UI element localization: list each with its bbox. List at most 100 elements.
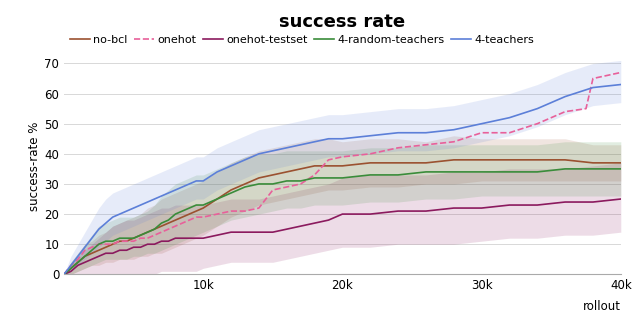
Line: 4-teachers: 4-teachers (64, 85, 621, 274)
4-teachers (81, 245, 89, 249)
onehot (186, 218, 193, 222)
onehot-testset (102, 251, 109, 255)
4-teachers (137, 203, 145, 207)
onehot (241, 209, 249, 213)
4-teachers (394, 131, 402, 135)
4-teachers (617, 83, 625, 86)
onehot-testset (193, 236, 200, 240)
4-random-teachers (450, 170, 458, 174)
4-random-teachers (88, 248, 96, 252)
Line: 4-random-teachers: 4-random-teachers (64, 169, 621, 274)
onehot (582, 107, 590, 111)
onehot (116, 239, 124, 243)
no-bcl (88, 251, 96, 255)
onehot (172, 224, 179, 228)
4-random-teachers (123, 236, 131, 240)
4-random-teachers (394, 173, 402, 177)
onehot-testset (172, 236, 179, 240)
4-random-teachers (95, 242, 102, 246)
onehot-testset (366, 212, 374, 216)
no-bcl (179, 215, 186, 219)
4-teachers (213, 170, 221, 174)
no-bcl (506, 158, 513, 162)
4-random-teachers (116, 236, 124, 240)
onehot-testset (450, 206, 458, 210)
onehot (143, 236, 151, 240)
onehot (394, 146, 402, 150)
4-random-teachers (157, 221, 165, 225)
onehot-testset (227, 230, 235, 234)
no-bcl (269, 173, 276, 177)
onehot-testset (311, 221, 319, 225)
onehot-testset (297, 224, 305, 228)
onehot-testset (157, 239, 165, 243)
4-teachers (269, 149, 276, 153)
onehot-testset (150, 242, 158, 246)
4-teachers (193, 179, 200, 183)
no-bcl (74, 260, 82, 264)
no-bcl (213, 197, 221, 201)
no-bcl (311, 164, 319, 168)
onehot-testset (186, 236, 193, 240)
no-bcl (60, 272, 68, 276)
4-random-teachers (137, 233, 145, 237)
no-bcl (116, 239, 124, 243)
onehot (193, 215, 200, 219)
4-random-teachers (143, 230, 151, 234)
onehot-testset (255, 230, 263, 234)
onehot (339, 155, 346, 159)
4-random-teachers (172, 212, 179, 216)
onehot (157, 230, 165, 234)
no-bcl (150, 227, 158, 231)
onehot (81, 248, 89, 252)
4-random-teachers (150, 227, 158, 231)
4-teachers (339, 137, 346, 141)
onehot (255, 206, 263, 210)
no-bcl (227, 188, 235, 192)
Line: onehot: onehot (64, 72, 621, 274)
4-random-teachers (506, 170, 513, 174)
onehot (88, 245, 96, 249)
onehot (603, 74, 611, 78)
onehot (213, 212, 221, 216)
onehot-testset (269, 230, 276, 234)
onehot (60, 272, 68, 276)
onehot (534, 122, 541, 126)
onehot-testset (143, 242, 151, 246)
4-random-teachers (179, 209, 186, 213)
no-bcl (164, 221, 172, 225)
no-bcl (241, 182, 249, 186)
onehot-testset (74, 263, 82, 267)
onehot-testset (241, 230, 249, 234)
no-bcl (172, 218, 179, 222)
4-teachers (60, 272, 68, 276)
4-teachers (179, 185, 186, 189)
Title: success rate: success rate (279, 13, 406, 31)
no-bcl (561, 158, 569, 162)
onehot-testset (109, 251, 116, 255)
no-bcl (95, 248, 102, 252)
4-random-teachers (269, 182, 276, 186)
no-bcl (123, 239, 131, 243)
onehot-testset (324, 218, 332, 222)
onehot-testset (60, 272, 68, 276)
onehot (283, 185, 291, 189)
4-teachers (88, 236, 96, 240)
no-bcl (137, 233, 145, 237)
onehot-testset (589, 200, 597, 204)
onehot-testset (422, 209, 430, 213)
4-random-teachers (366, 173, 374, 177)
4-teachers (534, 107, 541, 111)
Text: rollout: rollout (583, 300, 621, 313)
no-bcl (450, 158, 458, 162)
4-random-teachers (283, 179, 291, 183)
no-bcl (283, 170, 291, 174)
4-random-teachers (311, 176, 319, 180)
onehot (150, 233, 158, 237)
4-teachers (157, 194, 165, 198)
4-random-teachers (227, 191, 235, 195)
onehot (95, 242, 102, 246)
onehot-testset (200, 236, 207, 240)
4-teachers (311, 140, 319, 144)
onehot (366, 152, 374, 156)
